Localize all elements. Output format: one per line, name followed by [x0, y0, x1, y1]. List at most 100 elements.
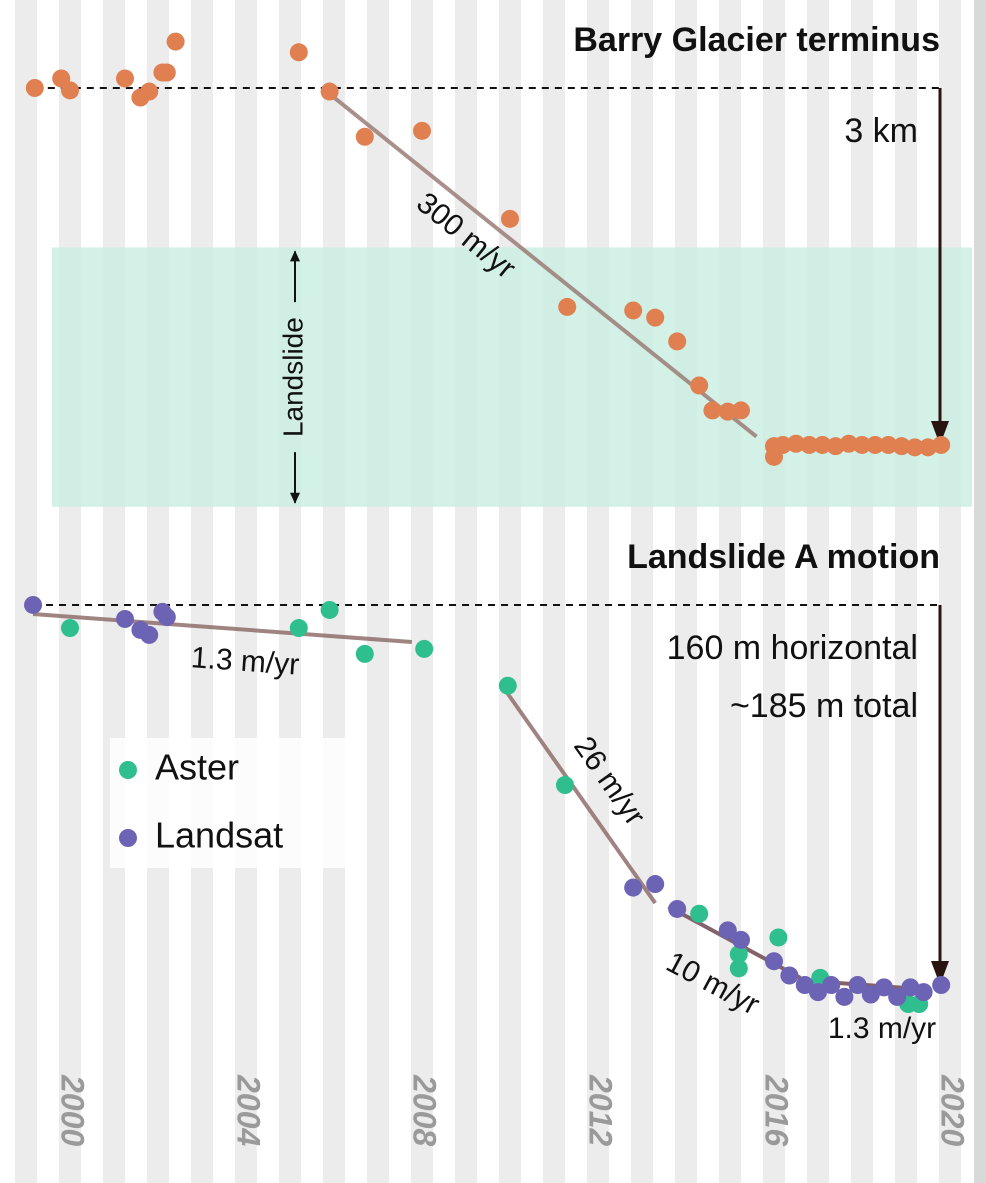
x-tick-label: 2016 [759, 1074, 795, 1146]
data-point [932, 975, 951, 994]
data-point [914, 983, 933, 1002]
data-point [932, 435, 951, 454]
year-stripe [939, 0, 961, 1183]
trend-label: 1.3 m/yr [190, 641, 300, 681]
panel-title: Landslide A motion [627, 538, 940, 576]
data-point [140, 82, 159, 101]
year-stripe [59, 0, 81, 1183]
scale-label: 3 km [844, 112, 918, 150]
year-stripe [455, 0, 477, 1183]
legend-box [110, 738, 345, 868]
data-point [765, 952, 783, 971]
data-point [780, 966, 799, 985]
data-point [355, 127, 374, 146]
data-point [773, 435, 792, 454]
data-point [140, 625, 159, 644]
data-point [690, 904, 709, 923]
data-point [25, 78, 44, 97]
year-stripe [279, 0, 301, 1183]
year-stripe [631, 0, 653, 1183]
scale-label: 160 m horizontal [667, 629, 918, 667]
data-point [157, 608, 176, 627]
year-stripe [763, 0, 785, 1183]
data-point [718, 402, 737, 421]
data-point [835, 987, 854, 1006]
edge-shadow [974, 0, 986, 1183]
year-stripe [851, 0, 873, 1183]
data-point [116, 609, 134, 628]
data-point [646, 875, 665, 894]
data-point [905, 438, 924, 457]
data-point [624, 301, 643, 320]
data-point [703, 401, 722, 420]
x-tick-label: 2008 [407, 1074, 443, 1146]
data-point [413, 121, 431, 140]
data-point [732, 401, 750, 420]
data-point [848, 975, 867, 994]
legend-marker [119, 761, 137, 779]
scale-arrow-head [931, 960, 949, 985]
data-point [879, 435, 898, 454]
data-point [875, 978, 893, 997]
data-point [61, 619, 79, 638]
data-point [787, 434, 805, 453]
year-stripe [191, 0, 213, 1183]
data-point [289, 43, 308, 62]
year-stripe [103, 0, 125, 1183]
data-point [355, 644, 374, 663]
data-point [498, 676, 517, 695]
data-point [668, 332, 687, 351]
data-point [61, 81, 79, 100]
scale-label: ~185 m total [730, 687, 918, 725]
legend-marker [119, 829, 137, 847]
year-stripe [675, 0, 697, 1183]
data-point [732, 930, 750, 949]
landslide-band [52, 247, 972, 507]
x-tick-label: 2020 [935, 1074, 971, 1146]
data-point [839, 434, 858, 453]
legend-label: Aster [155, 747, 239, 788]
data-point [501, 209, 519, 228]
x-tick-label: 2012 [583, 1074, 619, 1146]
year-stripes [15, 0, 961, 1183]
data-point [320, 600, 339, 619]
year-stripe [323, 0, 345, 1183]
data-point [853, 435, 871, 454]
data-point [166, 32, 185, 51]
legend-label: Landsat [155, 815, 283, 856]
data-point [556, 776, 574, 795]
trend-line [32, 612, 413, 645]
data-point [892, 437, 911, 456]
data-point [415, 639, 434, 658]
data-point [289, 619, 308, 638]
year-stripe [807, 0, 829, 1183]
data-point [822, 975, 841, 994]
panel-title: Barry Glacier terminus [573, 21, 940, 59]
x-tick-label: 2000 [55, 1074, 91, 1146]
data-point [668, 899, 687, 918]
data-point [809, 983, 827, 1002]
year-stripe [499, 0, 521, 1183]
band-label: Landslide [277, 317, 308, 437]
data-point [769, 928, 788, 947]
data-point [320, 82, 339, 101]
x-tick-label: 2004 [231, 1074, 267, 1146]
data-point [729, 959, 748, 978]
year-stripe [543, 0, 565, 1183]
data-point [800, 435, 819, 454]
year-stripe [411, 0, 433, 1183]
data-point [24, 595, 43, 614]
year-stripe [147, 0, 169, 1183]
data-point [866, 435, 885, 454]
data-point [795, 975, 814, 994]
year-stripe [367, 0, 389, 1183]
data-point [813, 435, 832, 454]
year-stripe [15, 0, 37, 1183]
data-point [690, 376, 709, 395]
trend-label: 1.3 m/yr [828, 1012, 936, 1045]
data-point [646, 308, 665, 327]
year-stripe [587, 0, 609, 1183]
data-point [729, 945, 748, 964]
band-arrow-head [290, 250, 300, 262]
data-point [888, 987, 907, 1006]
